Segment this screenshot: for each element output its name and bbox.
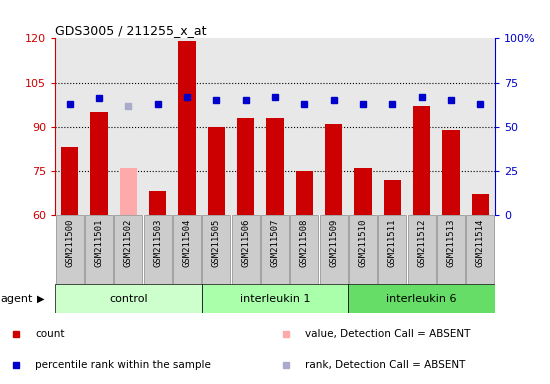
FancyBboxPatch shape [378,215,406,284]
Bar [295,171,313,215]
Text: GSM211503: GSM211503 [153,218,162,267]
FancyBboxPatch shape [144,215,172,284]
FancyBboxPatch shape [261,215,289,284]
Text: interleukin 6: interleukin 6 [387,293,457,304]
Text: agent: agent [0,293,32,304]
FancyBboxPatch shape [320,215,348,284]
FancyBboxPatch shape [408,215,436,284]
Bar [442,130,460,215]
Text: GSM211509: GSM211509 [329,218,338,267]
Text: GSM211505: GSM211505 [212,218,221,267]
Bar [90,112,108,215]
Text: GSM211508: GSM211508 [300,218,309,267]
Bar [383,180,401,215]
Text: GSM211501: GSM211501 [95,218,103,267]
Bar [178,41,196,215]
Bar [471,194,489,215]
FancyBboxPatch shape [202,284,348,313]
Text: GSM211506: GSM211506 [241,218,250,267]
Text: percentile rank within the sample: percentile rank within the sample [35,360,211,370]
FancyBboxPatch shape [56,215,84,284]
Text: GSM211514: GSM211514 [476,218,485,267]
Text: interleukin 1: interleukin 1 [240,293,310,304]
FancyBboxPatch shape [55,284,202,313]
Bar [61,147,79,215]
FancyBboxPatch shape [466,215,494,284]
Text: GSM211513: GSM211513 [447,218,455,267]
FancyBboxPatch shape [114,215,142,284]
Text: GSM211500: GSM211500 [65,218,74,267]
Bar [119,168,137,215]
FancyBboxPatch shape [85,215,113,284]
FancyBboxPatch shape [173,215,201,284]
FancyBboxPatch shape [437,215,465,284]
Bar [354,168,372,215]
Text: GSM211502: GSM211502 [124,218,133,267]
Text: GDS3005 / 211255_x_at: GDS3005 / 211255_x_at [55,24,206,37]
Bar [413,106,431,215]
Text: value, Detection Call = ABSENT: value, Detection Call = ABSENT [305,329,470,339]
Text: GSM211504: GSM211504 [183,218,191,267]
Bar [325,124,343,215]
Text: rank, Detection Call = ABSENT: rank, Detection Call = ABSENT [305,360,465,370]
Text: ▶: ▶ [37,293,45,304]
Bar [266,118,284,215]
FancyBboxPatch shape [290,215,318,284]
Text: control: control [109,293,147,304]
Bar [237,118,255,215]
FancyBboxPatch shape [202,215,230,284]
Bar [207,127,225,215]
Text: count: count [35,329,65,339]
Text: GSM211510: GSM211510 [359,218,367,267]
Text: GSM211511: GSM211511 [388,218,397,267]
FancyBboxPatch shape [349,215,377,284]
Text: GSM211507: GSM211507 [271,218,279,267]
FancyBboxPatch shape [348,284,495,313]
Text: GSM211512: GSM211512 [417,218,426,267]
FancyBboxPatch shape [232,215,260,284]
Bar [149,192,167,215]
